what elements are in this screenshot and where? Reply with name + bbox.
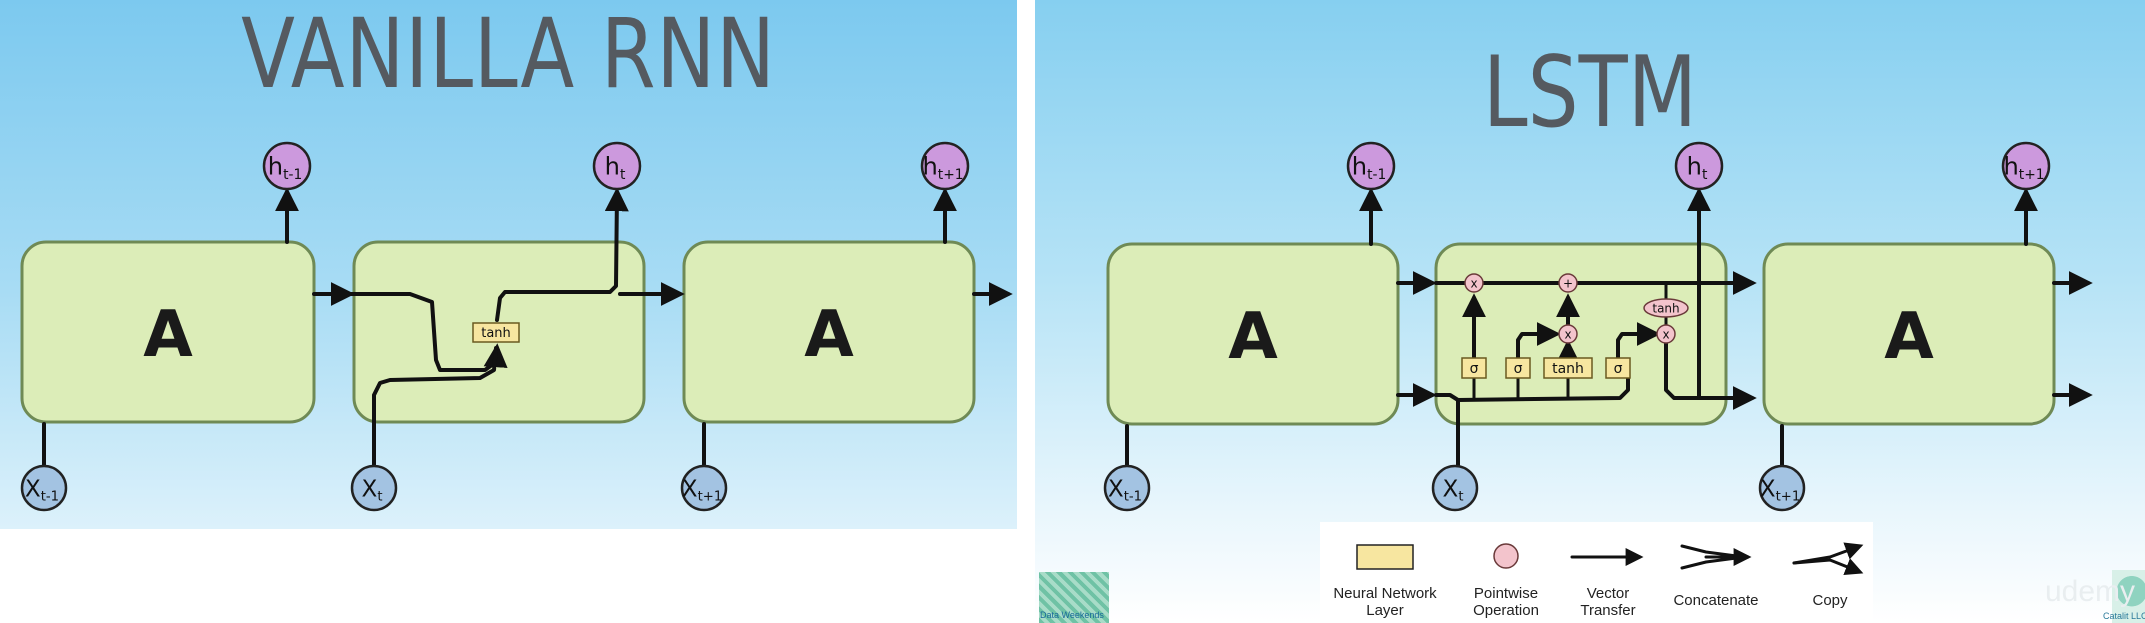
lstm-x-node-2-label: Xt+1 xyxy=(1760,476,1800,504)
lstm-h-node-2 xyxy=(2001,141,2051,191)
legend-label-0: Neural Network xyxy=(1333,585,1437,602)
lstm-x-node-2 xyxy=(1758,464,1806,512)
rnn-x-node-0 xyxy=(20,464,68,512)
data-weekends-logo-text: Data Weekends xyxy=(1040,610,1104,620)
lstm-concat-line xyxy=(1456,370,1630,402)
rnn-h-node-2 xyxy=(920,141,970,191)
lstm-op-4 xyxy=(1656,324,1676,344)
legend-box xyxy=(1320,522,1873,623)
lstm-gate-label-0: σ xyxy=(1470,361,1479,377)
rnn-h-node-1-label: ht xyxy=(605,153,626,183)
legend-sublabel-2: Transfer xyxy=(1580,602,1635,619)
lstm-title: LSTM xyxy=(1482,36,1698,150)
lstm-hidden-out xyxy=(1664,342,1757,410)
legend-concat-line-1 xyxy=(1680,544,1746,559)
legend-sublabel-1: Operation xyxy=(1473,602,1539,619)
lstm-x-node-1 xyxy=(1431,464,1479,512)
udemy-watermark: udemy xyxy=(2045,575,2136,608)
lstm-op-3 xyxy=(1643,298,1689,318)
lstm-op-label-4: x xyxy=(1662,328,1669,342)
rnn-cell-prev-label: A xyxy=(143,298,193,372)
data-weekends-logo xyxy=(1039,572,1109,623)
lstm-gate-label-1: σ xyxy=(1514,361,1523,377)
lstm-h-node-0 xyxy=(1346,141,1396,191)
rnn-x-node-1 xyxy=(350,464,398,512)
lstm-input-arrow xyxy=(1516,322,1561,360)
lstm-op-1 xyxy=(1558,273,1578,293)
rnn-tanh-label: tanh xyxy=(481,326,511,341)
rnn-h-node-1 xyxy=(592,141,642,191)
lstm-h-node-0-label: ht-1 xyxy=(1352,153,1386,183)
legend-label-2: Vector xyxy=(1587,585,1630,602)
lstm-h-node-1 xyxy=(1674,141,1724,191)
lstm-gate-0 xyxy=(1461,357,1487,379)
legend-layer-swatch xyxy=(1356,544,1414,570)
lstm-cell-next-label: A xyxy=(1884,300,1934,374)
lstm-x-node-0 xyxy=(1103,464,1151,512)
lstm-gate-3 xyxy=(1605,357,1631,379)
lstm-cell-next xyxy=(1762,242,2056,426)
legend-pointwise-swatch xyxy=(1493,543,1519,569)
lstm-op-label-3: tanh xyxy=(1652,302,1679,316)
catalit-logo-text: Catalit LLC xyxy=(2103,611,2145,621)
lstm-op-label-1: + xyxy=(1563,277,1573,291)
lstm-title-holder: LSTM xyxy=(1035,0,2145,142)
legend-copy-line-2 xyxy=(1792,558,1864,576)
lstm-op-label-2: x xyxy=(1564,328,1571,342)
rnn-cell-next-label: A xyxy=(804,298,854,372)
rnn-input-path xyxy=(372,346,498,472)
lstm-cell-current xyxy=(1434,242,1728,426)
lstm-op-2 xyxy=(1558,324,1578,344)
lstm-gate-label-3: σ xyxy=(1614,361,1623,377)
vanilla-rnn-title: VANILLA RNN xyxy=(241,0,776,110)
rnn-x-node-1-label: Xt xyxy=(362,476,383,504)
lstm-x-node-1-label: Xt xyxy=(1443,476,1464,504)
rnn-x-node-2 xyxy=(680,464,728,512)
catalit-logo xyxy=(2112,570,2145,623)
legend-label-3: Concatenate xyxy=(1673,592,1758,609)
lstm-output-gate-arrow xyxy=(1616,322,1661,360)
lstm-gate-label-2: tanh xyxy=(1552,361,1584,377)
lstm-diagram: A Aσ σ tanh σ x + x tanh x ht-1 ht ht+1 Xt-1 Xt Xt+1 xyxy=(1103,141,2093,512)
rnn-x-node-0-label: Xt-1 xyxy=(25,476,59,504)
rnn-h-node-0 xyxy=(262,141,312,191)
lstm-x-node-0-label: Xt-1 xyxy=(1108,476,1142,504)
lstm-gate-2 xyxy=(1543,357,1593,379)
rnn-h-node-2-label: ht+1 xyxy=(922,153,963,183)
legend-concat-line-2 xyxy=(1680,555,1746,570)
rnn-h-node-0-label: ht-1 xyxy=(268,153,302,183)
legend-label-4: Copy xyxy=(1812,592,1848,609)
lstm-hidden-in-line xyxy=(1434,393,1460,472)
rnn-tanh-layer xyxy=(472,322,520,343)
lstm-cell-prev-label: A xyxy=(1228,300,1278,374)
lstm-h-node-1-label: ht xyxy=(1687,153,1708,183)
lstm-gate-1 xyxy=(1505,357,1531,379)
lstm-h-node-2-label: ht+1 xyxy=(2003,153,2044,183)
lstm-op-0 xyxy=(1464,273,1484,293)
lstm-op-label-0: x xyxy=(1470,277,1477,291)
rnn-cell-prev xyxy=(20,240,316,424)
legend-sublabel-0: Layer xyxy=(1366,602,1404,619)
legend-label-1: Pointwise xyxy=(1474,585,1538,602)
rnn-output-path xyxy=(495,187,629,322)
rnn-cell-next xyxy=(682,240,976,424)
rnn-x-node-2-label: Xt+1 xyxy=(682,476,722,504)
lstm-cell-prev xyxy=(1106,242,1400,426)
